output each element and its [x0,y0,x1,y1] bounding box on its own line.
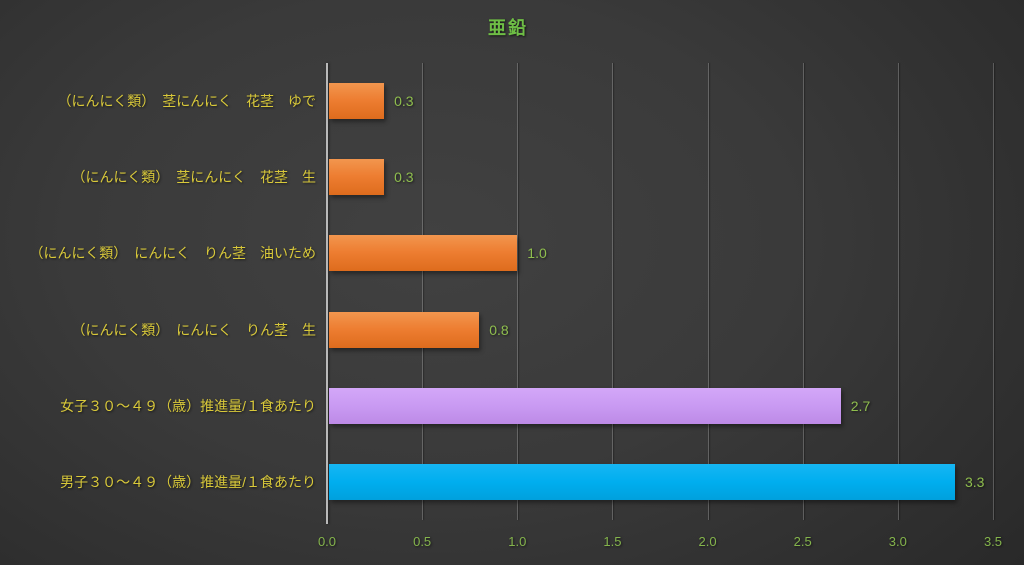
value-label-1: 0.3 [394,169,414,186]
value-label-3: 0.8 [489,321,509,338]
category-label-2: （にんにく類） にんにく りん茎 油いため [29,245,316,262]
value-label-0: 0.3 [394,93,414,110]
category-label-3: （にんにく類） にんにく りん茎 生 [71,321,316,338]
category-label-0: （にんにく類） 茎にんにく 花茎 ゆで [57,93,316,110]
x-axis-tick-1.5: 1.5 [603,534,622,549]
bar-4 [329,387,841,424]
bar-0 [329,83,385,120]
x-axis-tick-0.0: 0.0 [317,534,337,549]
gridline-2.0 [707,63,709,520]
value-label-2: 1.0 [527,245,547,262]
value-label-4: 2.7 [850,397,871,414]
x-axis-tick-2.5: 2.5 [793,534,812,549]
category-label-1: （にんにく類） 茎にんにく 花茎 生 [71,169,316,186]
gridline-1.0 [517,63,519,520]
gridline-3.5 [993,63,994,520]
gridline-2.5 [802,63,804,520]
value-label-5: 3.3 [964,473,985,490]
bar-3 [329,311,480,348]
x-axis-tick-3.0: 3.0 [888,534,907,549]
gridline-3.0 [897,63,899,520]
x-axis-tick-1.0: 1.0 [508,534,527,549]
category-label-4: 女子３０～４９（歳）推進量/１食あたり [60,397,316,414]
y-axis-line [326,63,328,524]
x-axis-tick-2.0: 2.0 [698,534,717,549]
x-axis-tick-3.5: 3.5 [983,534,1003,549]
gridline-0.5 [422,63,424,520]
chart-title: 亜鉛 [488,18,528,38]
category-label-5: 男子３０～４９（歳）推進量/１食あたり [60,473,316,490]
bar-2 [329,235,518,272]
x-axis-tick-0.5: 0.5 [413,534,432,549]
bar-1 [329,159,385,196]
gridline-1.5 [612,63,614,520]
bar-5 [329,463,955,500]
